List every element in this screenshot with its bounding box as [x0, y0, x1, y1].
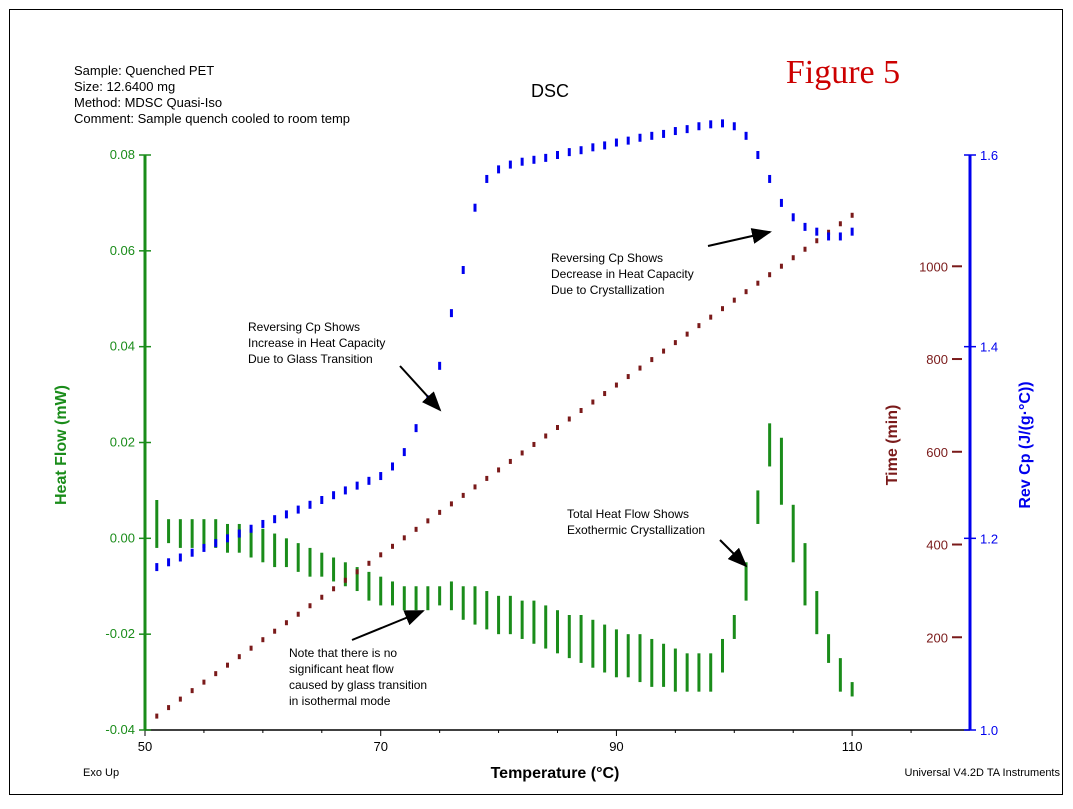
- exo-up-label: Exo Up: [83, 767, 119, 779]
- annotation-line: Decrease in Heat Capacity: [551, 267, 694, 281]
- heat-flow-tick-label: 0.04: [110, 339, 135, 354]
- annotation-line: Reversing Cp Shows: [248, 320, 360, 334]
- figure-label: Figure 5: [786, 54, 900, 91]
- size-text: Size: 12.6400 mg: [74, 79, 175, 94]
- annotation-line: caused by glass transition: [289, 678, 427, 692]
- heat-flow-axis-label: Heat Flow (mW): [53, 385, 70, 505]
- heat-flow-tick-label: 0.02: [110, 435, 135, 450]
- rev-cp-tick-label: 1.6: [980, 148, 998, 163]
- time-tick-label: 1000: [919, 259, 948, 274]
- series-layer: [155, 119, 854, 719]
- x-tick-label: 90: [609, 739, 623, 754]
- annotation-line: significant heat flow: [289, 662, 394, 676]
- annotation-arrow: [707, 228, 772, 247]
- time-tick-label: 800: [926, 352, 948, 367]
- method-text: Method: MDSC Quasi-Iso: [74, 95, 222, 110]
- sample-text: Sample: Quenched PET: [74, 63, 214, 78]
- time-tick-label: 600: [926, 445, 948, 460]
- heat-flow-tick-label: 0.00: [110, 530, 135, 545]
- figure-border: [9, 9, 1063, 795]
- time-tick-label: 200: [926, 630, 948, 645]
- x-tick-label: 70: [373, 739, 387, 754]
- x-axis-label: Temperature (°C): [491, 765, 620, 782]
- heat-flow-tick-label: -0.02: [105, 626, 135, 641]
- heat-flow-tick-label: -0.04: [105, 722, 135, 737]
- annotation-no-heat-flow: Note that there is no significant heat f…: [289, 610, 427, 708]
- rev-cp-tick-label: 1.4: [980, 340, 998, 355]
- x-tick-label: 110: [842, 739, 863, 754]
- annotation-line: in isothermal mode: [289, 694, 391, 708]
- annotation-arrow: [351, 610, 425, 641]
- annotation-line: Reversing Cp Shows: [551, 251, 663, 265]
- heat-flow-tick-label: 0.06: [110, 243, 135, 258]
- annotation-line: Increase in Heat Capacity: [248, 336, 385, 350]
- annotation-line: Due to Crystallization: [551, 283, 664, 297]
- annotation-arrow: [399, 365, 442, 412]
- annotation-crystallization-cp: Reversing Cp Shows Decrease in Heat Capa…: [551, 228, 772, 297]
- annotation-line: Exothermic Crystallization: [567, 523, 705, 537]
- annotation-exotherm: Total Heat Flow Shows Exothermic Crystal…: [567, 507, 748, 568]
- time-tick-label: 400: [926, 538, 948, 553]
- rev-cp-tick-label: 1.0: [980, 723, 998, 738]
- time-axis-label: Time (min): [884, 405, 901, 486]
- rev-cp-axis-label: Rev Cp (J/(g·°C)): [1017, 381, 1034, 508]
- axes: 50 70 90 110 -0.04 -0.02 0.00 0.02 0.04 0.06 0.08 2…: [105, 147, 998, 754]
- comment-text: Comment: Sample quench cooled to room te…: [74, 111, 350, 126]
- instrument-label: Universal V4.2D TA Instruments: [905, 767, 1061, 779]
- annotation-line: Due to Glass Transition: [248, 352, 373, 366]
- annotation-arrow: [719, 539, 748, 568]
- rev-cp-tick-label: 1.2: [980, 531, 998, 546]
- annotation-line: Note that there is no: [289, 646, 397, 660]
- annotation-glass-transition: Reversing Cp Shows Increase in Heat Capa…: [248, 320, 442, 412]
- chart-title: DSC: [531, 81, 569, 101]
- heat-flow-tick-label: 0.08: [110, 147, 135, 162]
- annotation-line: Total Heat Flow Shows: [567, 507, 689, 521]
- x-tick-label: 50: [138, 739, 152, 754]
